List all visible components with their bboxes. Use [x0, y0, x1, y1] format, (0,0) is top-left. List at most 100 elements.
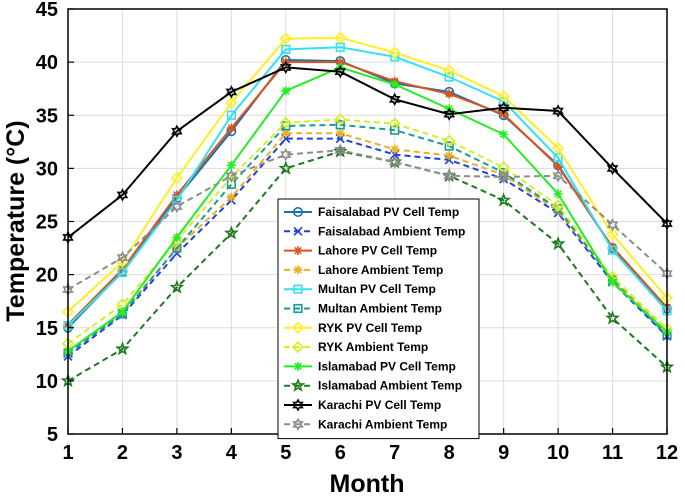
y-tick-label: 10 [36, 371, 58, 393]
y-tick-label: 35 [36, 105, 58, 127]
data-point-karachi-pv-cell-temp [334, 65, 347, 79]
data-point-islamabad-ambient-temp [605, 310, 620, 325]
data-point-karachi-pv-cell-temp [171, 124, 183, 138]
data-point-islamabad-pv-cell-temp [281, 86, 291, 96]
legend-label-lahore-ambient-temp: Lahore Ambient Temp [318, 263, 443, 277]
data-point-islamabad-pv-cell-temp [553, 189, 563, 199]
data-point-multan-ambient-temp [499, 168, 509, 178]
data-point-karachi-ambient-temp [171, 199, 183, 214]
series-line-multan-ambient-temp [67, 123, 668, 355]
series-karachi-pv-cell-temp [62, 60, 673, 245]
data-point-islamabad-ambient-temp [278, 160, 294, 175]
x-tick-label: 1 [62, 442, 73, 464]
legend-label-ryk-pv-cell-temp: RYK PV Cell Temp [318, 321, 422, 335]
series-multan-pv-cell-temp [63, 42, 672, 331]
x-axis-title: Month [330, 470, 405, 498]
data-point-karachi-pv-cell-temp [225, 85, 238, 99]
series-line-ryk-ambient-temp [67, 118, 668, 345]
data-point-lahore-pv-cell-temp [335, 57, 345, 67]
y-axis-title: Temperature (°C) [2, 120, 30, 321]
x-tick-label: 6 [335, 442, 346, 464]
data-point-ryk-ambient-temp [551, 199, 565, 212]
data-point-islamabad-pv-cell-temp [226, 160, 236, 170]
legend-label-faisalabad-ambient-temp: Faisalabad Ambient Temp [318, 224, 465, 238]
legend-marker-karachi-pv-cell-temp [292, 398, 304, 412]
data-point-islamabad-pv-cell-temp [172, 232, 182, 242]
series-layer [60, 31, 675, 388]
y-tick-label: 20 [36, 265, 58, 287]
data-point-karachi-ambient-temp [606, 218, 619, 232]
legend-marker-multan-ambient-temp [293, 303, 303, 314]
legend-label-islamabad-pv-cell-temp: Islamabad PV Cell Temp [318, 359, 456, 373]
data-point-ryk-pv-cell-temp [443, 64, 456, 77]
y-tick-label: 5 [47, 424, 58, 446]
data-point-multan-pv-cell-temp [607, 245, 618, 255]
data-point-karachi-ambient-temp [334, 143, 347, 157]
legend-label-karachi-ambient-temp: Karachi Ambient Temp [318, 417, 447, 431]
legend-marker-ryk-pv-cell-temp [291, 321, 305, 334]
data-point-ryk-ambient-temp [443, 134, 456, 147]
y-tick-label: 25 [36, 212, 58, 234]
x-tick-label: 3 [171, 442, 182, 464]
series-line-ryk-pv-cell-temp [67, 36, 668, 313]
x-tick-label: 9 [498, 442, 509, 464]
x-tick-label: 12 [656, 442, 678, 464]
y-tick-label: 40 [36, 52, 58, 74]
data-point-lahore-pv-cell-temp [172, 190, 182, 200]
data-point-ryk-pv-cell-temp [606, 228, 619, 241]
data-point-karachi-ambient-temp [552, 169, 564, 183]
data-point-karachi-pv-cell-temp [388, 92, 401, 106]
legend-marker-faisalabad-pv-cell-temp [292, 207, 303, 218]
legend-box [277, 198, 480, 440]
y-tick-label: 45 [36, 0, 58, 21]
data-point-ryk-pv-cell-temp [170, 171, 184, 185]
legend-label-islamabad-ambient-temp: Islamabad Ambient Temp [318, 379, 462, 393]
data-point-ryk-pv-cell-temp [388, 46, 401, 59]
data-point-karachi-ambient-temp [225, 169, 238, 183]
series-line-islamabad-pv-cell-temp [67, 66, 668, 352]
legend-marker-faisalabad-ambient-temp [293, 226, 303, 236]
data-point-ryk-pv-cell-temp [334, 31, 347, 44]
series-line-faisalabad-ambient-temp [67, 137, 668, 358]
legend-marker-ryk-ambient-temp [291, 340, 305, 354]
series-line-lahore-pv-cell-temp [67, 61, 668, 326]
x-tick-label: 7 [389, 442, 400, 464]
legend-label-ryk-ambient-temp: RYK Ambient Temp [318, 340, 428, 354]
data-point-islamabad-ambient-temp [550, 235, 566, 251]
legend-marker-karachi-ambient-temp [292, 417, 304, 431]
data-point-ryk-pv-cell-temp [225, 96, 238, 109]
data-point-islamabad-pv-cell-temp [117, 307, 127, 317]
legend: Faisalabad PV Cell Temp Faisalabad Ambien… [277, 198, 480, 440]
data-point-islamabad-ambient-temp [496, 192, 512, 207]
data-point-karachi-ambient-temp [497, 170, 510, 184]
legend-label-karachi-pv-cell-temp: Karachi PV Cell Temp [318, 398, 441, 412]
legend-label-multan-ambient-temp: Multan Ambient Temp [318, 302, 442, 316]
data-point-lahore-ambient-temp [444, 151, 454, 161]
x-tick-label: 5 [280, 442, 291, 464]
data-point-karachi-ambient-temp [280, 147, 292, 162]
data-point-lahore-ambient-temp [281, 128, 291, 138]
data-point-islamabad-ambient-temp [223, 225, 239, 240]
data-point-islamabad-pv-cell-temp [390, 79, 400, 89]
data-point-multan-ambient-temp [444, 141, 454, 151]
legend-marker-islamabad-pv-cell-temp [293, 361, 303, 371]
data-point-multan-ambient-temp [172, 243, 182, 253]
data-point-karachi-pv-cell-temp [116, 188, 129, 202]
data-point-islamabad-ambient-temp [169, 279, 185, 294]
data-point-ryk-pv-cell-temp [497, 89, 510, 103]
data-point-islamabad-pv-cell-temp [499, 129, 509, 139]
data-point-ryk-pv-cell-temp [279, 32, 292, 45]
legend-label-faisalabad-pv-cell-temp: Faisalabad PV Cell Temp [318, 205, 459, 219]
data-point-multan-pv-cell-temp [499, 96, 509, 107]
legend-marker-lahore-pv-cell-temp [293, 246, 303, 256]
series-line-karachi-pv-cell-temp [67, 66, 668, 239]
data-point-ryk-ambient-temp [170, 234, 184, 247]
data-point-lahore-pv-cell-temp [444, 89, 454, 99]
data-point-lahore-pv-cell-temp [553, 161, 563, 171]
data-point-karachi-pv-cell-temp [606, 161, 619, 176]
data-point-karachi-ambient-temp [443, 169, 455, 183]
x-tick-label: 11 [602, 442, 623, 464]
data-point-multan-pv-cell-temp [172, 195, 182, 205]
legend-marker-islamabad-ambient-temp [290, 377, 306, 392]
data-point-ryk-ambient-temp [279, 116, 292, 129]
